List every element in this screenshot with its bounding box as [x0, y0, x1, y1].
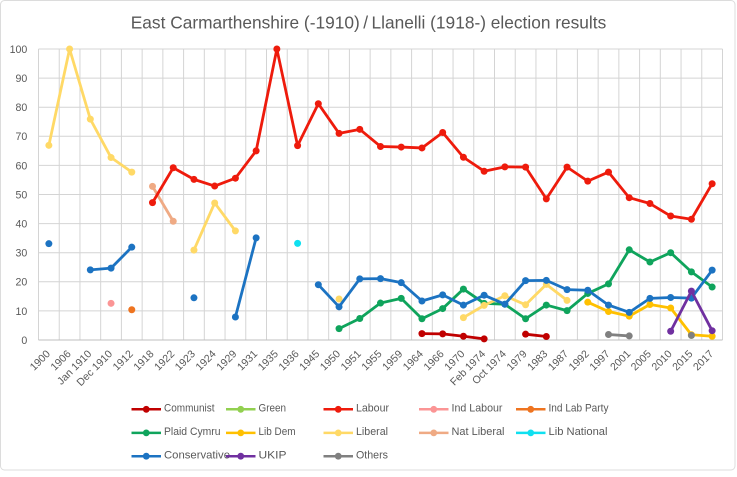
svg-text:60: 60: [16, 160, 28, 172]
svg-text:Lib Dem: Lib Dem: [259, 426, 296, 438]
svg-text:0: 0: [21, 335, 27, 347]
svg-text:Plaid Cymru: Plaid Cymru: [164, 426, 221, 438]
svg-text:Lib National: Lib National: [549, 426, 608, 438]
svg-text:Ind Lab Party: Ind Lab Party: [549, 403, 610, 415]
svg-text:100: 100: [10, 44, 28, 56]
svg-text:Others: Others: [356, 450, 388, 462]
svg-text:Labour: Labour: [356, 403, 389, 415]
svg-text:70: 70: [16, 131, 28, 143]
svg-text:50: 50: [16, 189, 28, 201]
svg-text:Liberal: Liberal: [356, 426, 388, 438]
svg-text:Conservative: Conservative: [164, 450, 230, 462]
svg-text:80: 80: [16, 102, 28, 114]
svg-text:Communist: Communist: [164, 403, 215, 415]
svg-text:UKIP: UKIP: [259, 450, 287, 462]
svg-text:Ind Labour: Ind Labour: [452, 403, 503, 415]
svg-text:20: 20: [16, 277, 28, 289]
svg-text:90: 90: [16, 73, 28, 85]
svg-text:10: 10: [16, 306, 28, 318]
svg-text:40: 40: [16, 219, 28, 231]
svg-text:East Carmarthenshire (-1910) /: East Carmarthenshire (-1910) / Llanelli …: [131, 13, 607, 33]
svg-text:Green: Green: [259, 403, 287, 415]
svg-text:30: 30: [16, 248, 28, 260]
svg-text:Nat Liberal: Nat Liberal: [452, 426, 505, 438]
